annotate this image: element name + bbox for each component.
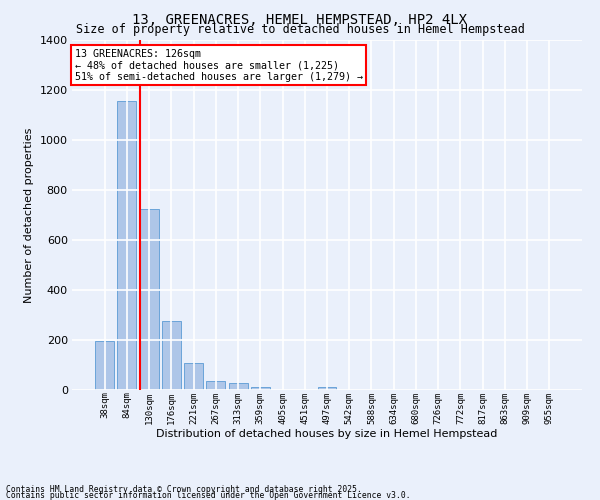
Bar (118, 100, 136, 390)
Bar (140, 209, 158, 390)
Text: Size of property relative to detached houses in Hemel Hempstead: Size of property relative to detached ho… (76, 22, 524, 36)
Text: 13, GREENACRES, HEMEL HEMPSTEAD, HP2 4LX: 13, GREENACRES, HEMEL HEMPSTEAD, HP2 4LX (133, 12, 467, 26)
Bar (317, 386, 337, 390)
Bar (95, 341, 114, 390)
Bar (162, 322, 181, 390)
Bar (229, 383, 248, 390)
Text: Contains public sector information licensed under the Open Government Licence v3: Contains public sector information licen… (6, 491, 410, 500)
Y-axis label: Number of detached properties: Number of detached properties (24, 128, 34, 302)
Bar (184, 363, 203, 390)
Bar (206, 381, 225, 390)
Text: 13 GREENACRES: 126sqm
← 48% of detached houses are smaller (1,225)
51% of semi-d: 13 GREENACRES: 126sqm ← 48% of detached … (74, 49, 362, 82)
Text: Contains HM Land Registry data © Crown copyright and database right 2025.: Contains HM Land Registry data © Crown c… (6, 485, 362, 494)
Bar (251, 387, 270, 390)
X-axis label: Distribution of detached houses by size in Hemel Hempstead: Distribution of detached houses by size … (157, 429, 497, 439)
